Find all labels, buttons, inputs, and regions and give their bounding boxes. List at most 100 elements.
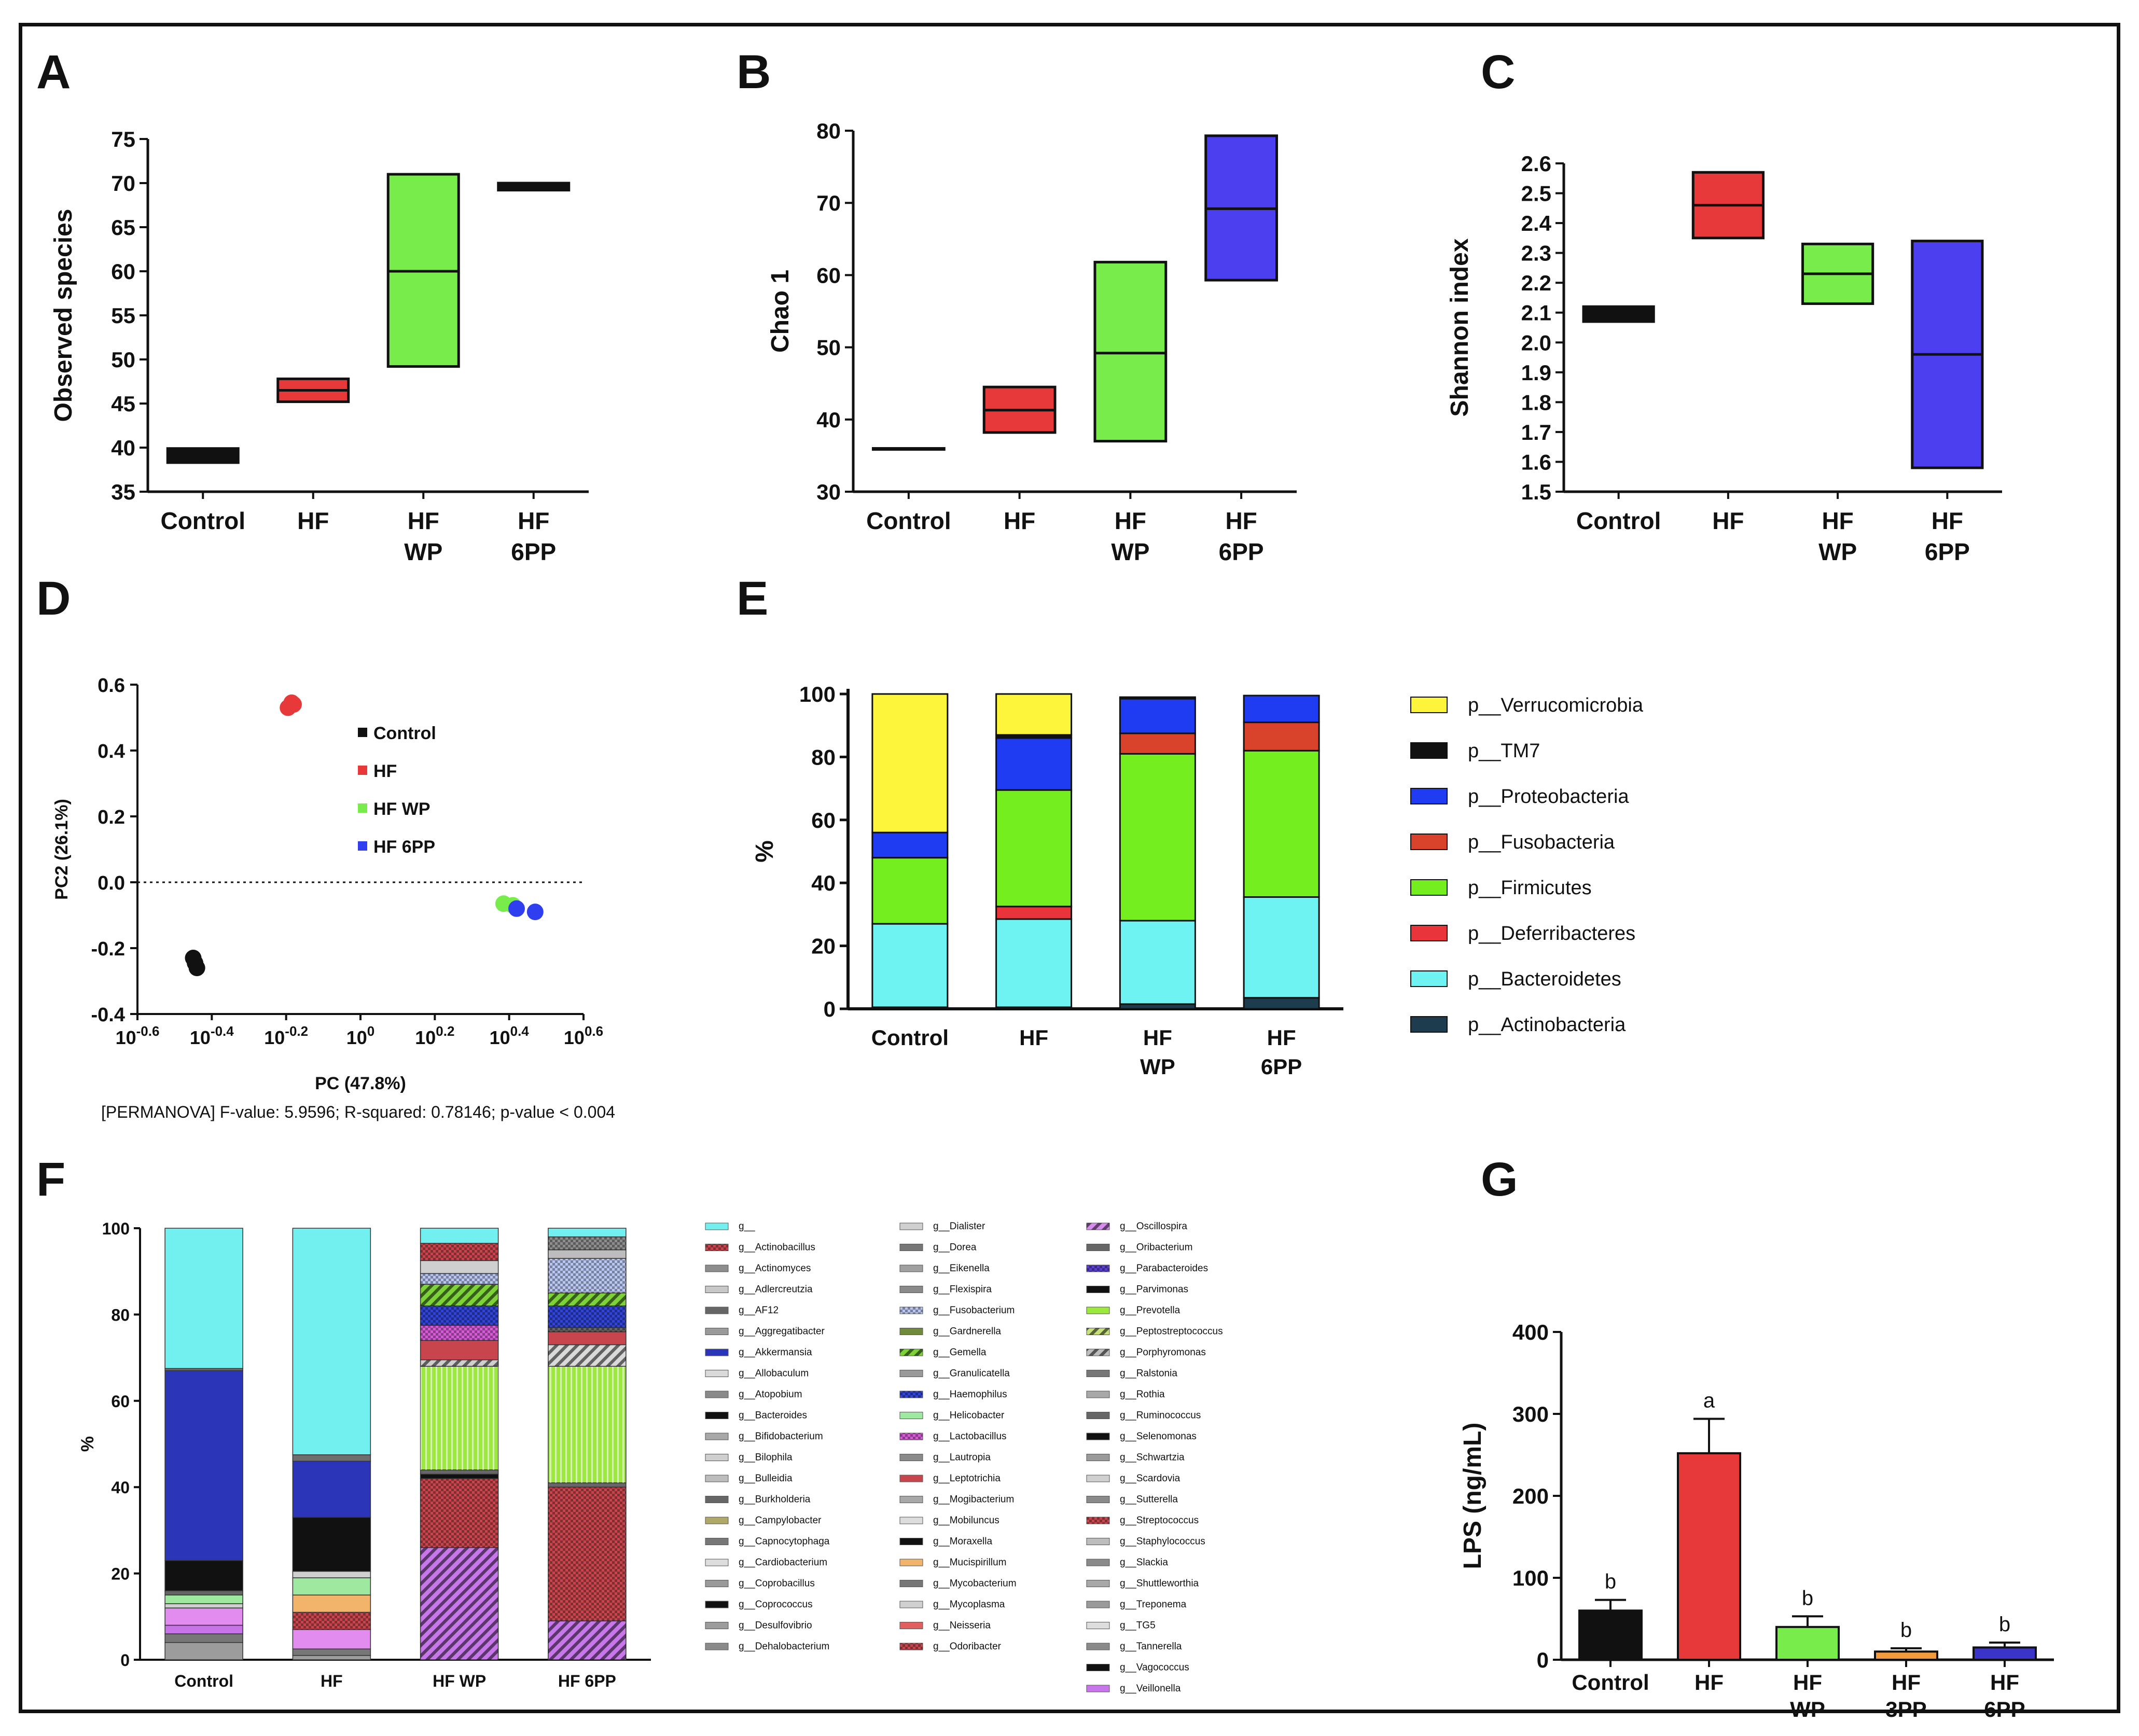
panel-g-chart: 0100200300400bControlaHFbHFWPbHF3PPbHF6P…	[1459, 1320, 2054, 1721]
y-tick-label: 20	[811, 934, 836, 959]
y-tick-label: 70	[111, 171, 135, 196]
bar-mark	[1775, 1626, 1840, 1661]
x-category-label: 3PP	[1885, 1697, 1926, 1721]
x-category-label: HF	[1143, 1025, 1172, 1050]
legend-label: g__Lautropia	[933, 1452, 991, 1463]
y-axis-title: Shannon index	[1446, 238, 1474, 416]
legend-swatch	[1086, 1370, 1110, 1377]
x-tick-label: 100	[346, 1023, 375, 1048]
x-category-label: HF	[1115, 507, 1146, 534]
x-category-label: WP	[1790, 1697, 1825, 1721]
bar-mark	[1874, 1650, 1938, 1661]
significance-letter: b	[1900, 1619, 1912, 1642]
stacked-segment	[548, 1228, 627, 1238]
x-category-label: HF	[1004, 507, 1035, 534]
legend-swatch	[705, 1601, 729, 1608]
legend-label: p__TM7	[1468, 740, 1540, 762]
legend-swatch	[1410, 925, 1448, 941]
legend-swatch	[899, 1517, 923, 1524]
legend-label: p__Deferribacteres	[1468, 923, 1635, 945]
legend-label: g__Veillonella	[1120, 1683, 1181, 1694]
significance-letter: a	[1703, 1389, 1715, 1412]
legend-swatch	[705, 1307, 729, 1314]
legend-swatch	[1410, 879, 1448, 896]
y-tick-label: -0.4	[91, 1004, 125, 1026]
y-tick-label: 0	[120, 1651, 130, 1670]
segment-pattern	[548, 1306, 626, 1328]
stacked-segment	[292, 1648, 371, 1656]
legend-swatch	[705, 1328, 729, 1335]
legend-label: g__Dorea	[933, 1242, 977, 1253]
legend-label: g__Shuttleworthia	[1120, 1578, 1199, 1589]
box-mark	[1093, 260, 1168, 443]
segment-pattern	[420, 1306, 498, 1326]
legend-label: p__Actinobacteria	[1468, 1014, 1626, 1036]
figure-frame	[19, 23, 2120, 1713]
y-tick-label: 2.6	[1521, 151, 1551, 176]
y-tick-label: 65	[111, 215, 135, 240]
stacked-segment	[1119, 732, 1196, 755]
segment-pattern	[548, 1327, 626, 1332]
x-category-label: HF	[1019, 1025, 1048, 1050]
legend-label: g__Ruminococcus	[1120, 1410, 1201, 1421]
significance-letter: b	[1999, 1613, 2010, 1636]
legend-swatch	[1086, 1601, 1110, 1608]
legend-swatch	[1410, 788, 1448, 804]
segment-pattern	[548, 1621, 626, 1660]
bar-mark	[1578, 1609, 1643, 1661]
y-tick-label: 80	[811, 745, 836, 769]
panel-d-chart: 0.6 0.4 0.2 0.0 -0.2 -0.410-0.6 10-0.4 10-0.2 10…	[52, 675, 615, 1121]
stacked-segment	[164, 1633, 243, 1643]
x-category-label: 6PP	[1261, 1054, 1302, 1079]
legend-swatch	[705, 1265, 729, 1272]
legend-swatch	[358, 728, 367, 737]
legend-label: g__AF12	[739, 1305, 779, 1316]
legend-label: g__Gardnerella	[933, 1326, 1001, 1337]
permanova-annotation: [PERMANOVA] F-value: 5.9596; R-squared: …	[101, 1103, 615, 1121]
legend-label: g__Scardovia	[1120, 1473, 1180, 1484]
legend-label: g__Oscillospira	[1120, 1221, 1187, 1232]
y-tick-label: 300	[1512, 1402, 1549, 1426]
legend-swatch-pattern	[900, 1433, 923, 1440]
legend-label: g__Tannerella	[1120, 1641, 1182, 1652]
stacked-segment	[871, 693, 949, 834]
legend-swatch	[705, 1538, 729, 1545]
legend-label: g__Ralstonia	[1120, 1368, 1177, 1379]
legend-swatch	[358, 841, 367, 851]
legend-swatch	[1410, 970, 1448, 987]
y-tick-label: 40	[111, 436, 135, 460]
segment-pattern	[420, 1366, 498, 1470]
panel-f-chart: 0 20 40 60 80 100 Control HF HF WP HF 6PP% g__ g__A…	[78, 1219, 1223, 1694]
box-mark	[1582, 305, 1655, 323]
x-tick-label: 10-0.6	[116, 1023, 160, 1048]
x-category-label: HF	[1822, 507, 1853, 534]
stacked-segment	[1243, 896, 1320, 999]
segment-pattern	[420, 1547, 498, 1660]
x-category-label: Control	[1572, 1670, 1649, 1695]
legend-label: g__Bifidobacterium	[739, 1431, 823, 1442]
legend-swatch	[1086, 1685, 1110, 1692]
legend-label: g__Mucispirillum	[933, 1557, 1007, 1568]
x-category-label: Control	[174, 1672, 233, 1690]
y-tick-label: 1.7	[1521, 420, 1551, 445]
stacked-segment	[292, 1571, 371, 1578]
legend-swatch	[899, 1538, 923, 1545]
legend-label: g__Mycoplasma	[933, 1599, 1005, 1610]
legend-label: p__Proteobacteria	[1468, 786, 1629, 808]
segment-pattern	[420, 1273, 498, 1285]
legend-label: p__Firmicutes	[1468, 877, 1592, 899]
legend-label: g__Allobaculum	[739, 1368, 809, 1379]
legend-label: g__Granulicatella	[933, 1368, 1010, 1379]
y-tick-label: 0.6	[98, 675, 125, 697]
segment-pattern	[420, 1359, 498, 1367]
y-tick-label: 2.5	[1521, 182, 1551, 206]
legend-swatch	[1086, 1538, 1110, 1545]
legend-label: g__Porphyromonas	[1120, 1347, 1206, 1358]
scatter-point-control	[188, 960, 205, 977]
legend-label: g__Aggregatibacter	[739, 1326, 825, 1337]
y-tick-label: 20	[111, 1565, 130, 1584]
x-category-label: HF	[1990, 1670, 2019, 1695]
legend-label: g__Slackia	[1120, 1557, 1168, 1568]
stacked-segment	[1119, 698, 1196, 734]
stacked-segment	[292, 1577, 371, 1595]
